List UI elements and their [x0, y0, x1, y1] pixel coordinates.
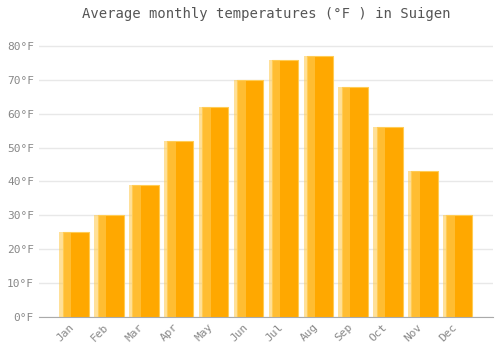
Bar	[304, 56, 316, 317]
Bar	[342, 86, 368, 317]
Bar	[237, 80, 263, 317]
Bar	[132, 185, 158, 317]
Bar	[446, 215, 472, 317]
Bar	[62, 232, 89, 317]
Bar	[168, 141, 194, 317]
Bar	[338, 86, 350, 317]
Bar	[94, 215, 106, 317]
Bar	[307, 56, 333, 317]
Bar	[202, 107, 228, 317]
Bar	[443, 215, 455, 317]
Bar	[408, 171, 420, 317]
Bar	[98, 215, 124, 317]
Bar	[374, 127, 385, 317]
Bar	[129, 185, 141, 317]
Title: Average monthly temperatures (°F ) in Suigen: Average monthly temperatures (°F ) in Su…	[82, 7, 450, 21]
Bar	[412, 171, 438, 317]
Bar	[234, 80, 245, 317]
Bar	[60, 232, 71, 317]
Bar	[272, 60, 298, 317]
Bar	[164, 141, 176, 317]
Bar	[268, 60, 280, 317]
Bar	[199, 107, 210, 317]
Bar	[376, 127, 402, 317]
